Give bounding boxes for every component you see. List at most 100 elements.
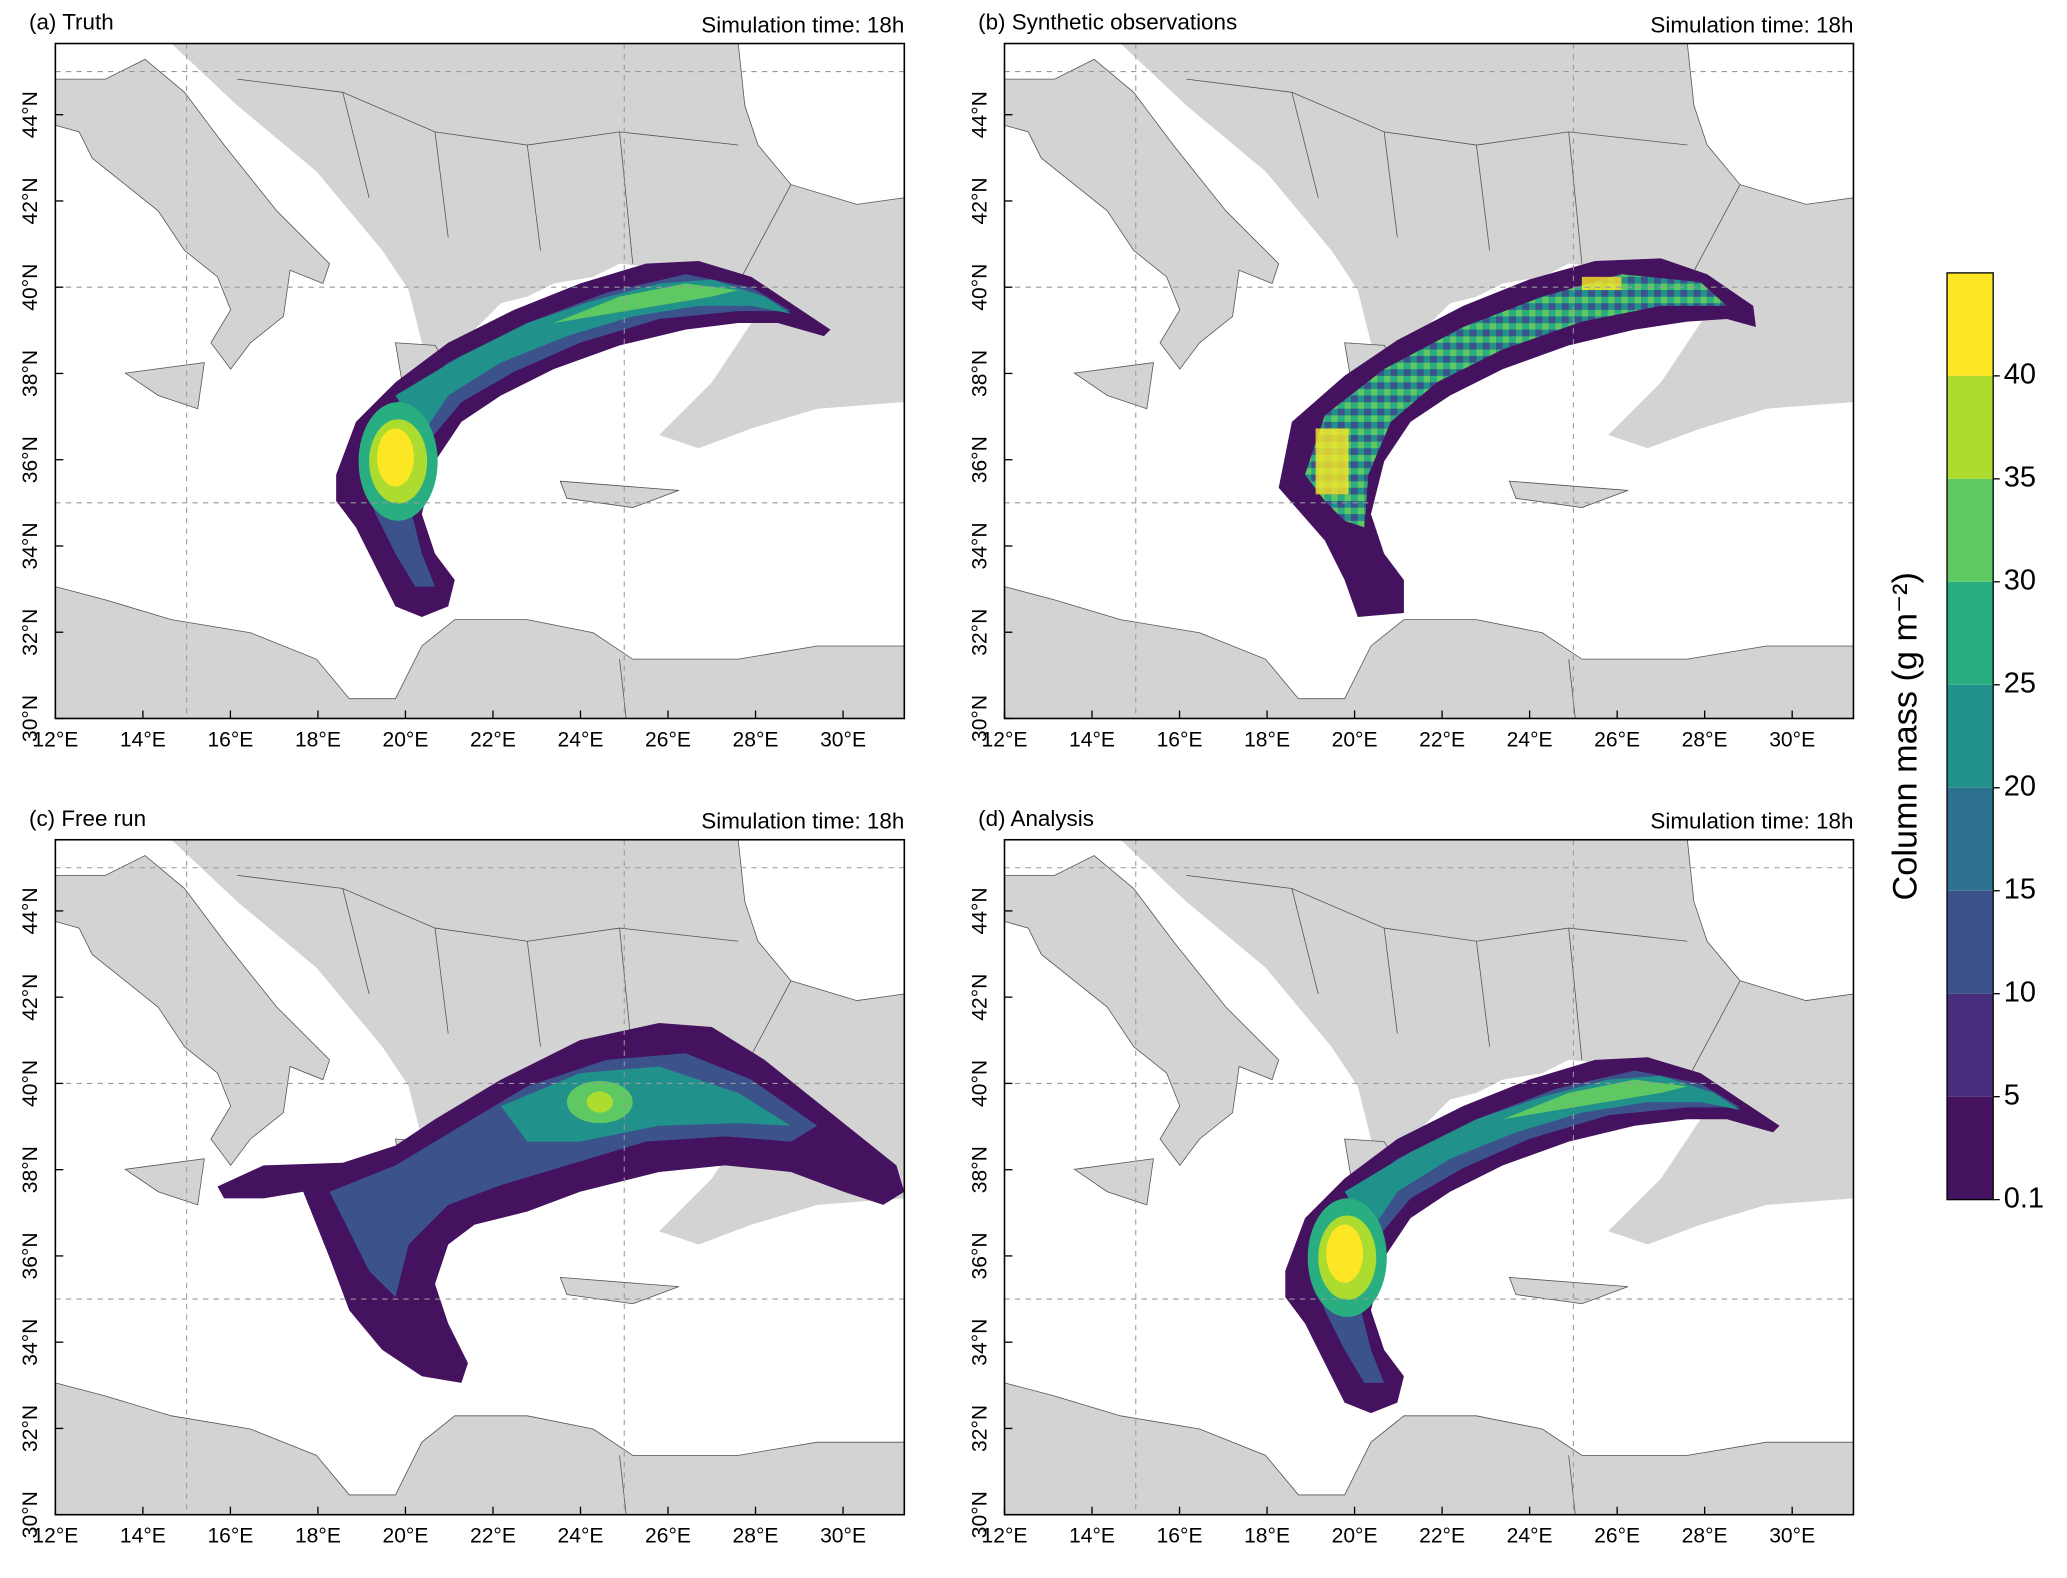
colorbar: 0.1 5 10 15 20 25 30 35 40 Column mass (g m⁻²): [1887, 272, 2044, 1214]
y-tick-label: 30°N: [19, 1491, 42, 1538]
x-tick-label: 20°E: [382, 728, 428, 751]
x-tick-label: 26°E: [645, 728, 691, 751]
colorbar-band: [1947, 787, 1994, 891]
y-tick-label: 36°N: [968, 1232, 991, 1279]
map-panel: 12°E 14°E 16°E 18°E 20°E 22°E 24°E 26°E 28°E 30°E…: [19, 806, 906, 1548]
x-tick-label: 24°E: [558, 728, 604, 751]
x-tick-label: 12°E: [32, 728, 78, 751]
y-tick-label: 42°N: [19, 974, 42, 1021]
colorbar-band: [1947, 1096, 1994, 1200]
y-tick-label: 38°N: [968, 350, 991, 397]
panel-title: (d) Analysis: [978, 806, 1094, 831]
colorbar-tick-label: 0.1: [2004, 1182, 2044, 1214]
x-tick-label: 16°E: [207, 1525, 253, 1548]
x-tick-label: 22°E: [470, 1525, 516, 1548]
x-tick-label: 16°E: [207, 728, 253, 751]
x-tick-label: 16°E: [1157, 728, 1203, 751]
colorbar-tick-label: 25: [2004, 667, 2036, 699]
colorbar-tick-label: 10: [2004, 976, 2036, 1008]
y-tick-label: 32°N: [968, 1405, 991, 1452]
simulation-time: Simulation time: 18h: [1650, 12, 1853, 37]
y-tick-label: 42°N: [968, 177, 991, 224]
y-tick-label: 38°N: [968, 1146, 991, 1193]
map-panel: 12°E 14°E 16°E 18°E 20°E 22°E 24°E 26°E 28°E 30°E…: [968, 806, 1855, 1548]
map-frame: [1003, 42, 1855, 720]
y-tick-label: 42°N: [968, 974, 991, 1021]
colorbar-band: [1947, 478, 1994, 582]
colorbar-tick-label: 20: [2004, 770, 2036, 802]
x-tick-label: 24°E: [1507, 728, 1553, 751]
y-tick-label: 36°N: [19, 1232, 42, 1279]
simulation-time: Simulation time: 18h: [1650, 809, 1853, 834]
y-tick-label: 40°N: [968, 264, 991, 311]
colorbar-tick-label: 35: [2004, 462, 2036, 494]
colorbar-band: [1947, 375, 1994, 479]
x-tick-label: 30°E: [1769, 1525, 1815, 1548]
colorbar-tick-label: 5: [2004, 1079, 2020, 1111]
x-tick-label: 30°E: [820, 728, 866, 751]
map-panel: 12°E 14°E 16°E 18°E 20°E 22°E 24°E 26°E 28°E 30°E…: [19, 10, 906, 751]
colorbar-band: [1947, 890, 1994, 994]
y-tick-label: 44°N: [968, 887, 991, 934]
x-tick-label: 14°E: [120, 1525, 166, 1548]
y-tick-label: 30°N: [968, 695, 991, 742]
y-tick-label: 32°N: [968, 609, 991, 656]
x-tick-label: 30°E: [820, 1525, 866, 1548]
colorbar-label: Column mass (g m⁻²): [1887, 572, 1925, 900]
x-tick-label: 18°E: [295, 1525, 341, 1548]
x-tick-label: 28°E: [1682, 728, 1728, 751]
x-tick-label: 14°E: [1069, 1525, 1115, 1548]
x-tick-label: 18°E: [295, 728, 341, 751]
x-tick-label: 12°E: [32, 1525, 78, 1548]
x-tick-label: 22°E: [1419, 1525, 1465, 1548]
x-tick-label: 22°E: [470, 728, 516, 751]
x-tick-label: 26°E: [1594, 728, 1640, 751]
colorbar-band: [1947, 272, 1994, 376]
x-tick-label: 18°E: [1244, 728, 1290, 751]
y-tick-label: 34°N: [968, 1319, 991, 1366]
y-tick-label: 36°N: [19, 436, 42, 483]
y-tick-label: 36°N: [968, 436, 991, 483]
y-tick-label: 44°N: [19, 91, 42, 138]
x-tick-label: 24°E: [1507, 1525, 1553, 1548]
map-frame: [54, 838, 906, 1516]
y-tick-label: 32°N: [19, 1405, 42, 1452]
x-tick-label: 28°E: [733, 728, 779, 751]
colorbar-tick-label: 15: [2004, 873, 2036, 905]
y-tick-label: 34°N: [968, 522, 991, 569]
x-tick-label: 20°E: [1332, 1525, 1378, 1548]
y-tick-label: 34°N: [19, 522, 42, 569]
x-tick-label: 28°E: [733, 1525, 779, 1548]
y-tick-label: 42°N: [19, 177, 42, 224]
x-tick-label: 18°E: [1244, 1525, 1290, 1548]
simulation-time: Simulation time: 18h: [701, 809, 904, 834]
map-frame: [54, 42, 906, 720]
colorbar-band: [1947, 993, 1994, 1097]
y-tick-label: 38°N: [19, 350, 42, 397]
panel-title: (b) Synthetic observations: [978, 10, 1237, 35]
colorbar-band: [1947, 684, 1994, 788]
y-tick-label: 44°N: [19, 887, 42, 934]
colorbar-frame: [1946, 272, 1994, 1201]
colorbar-tick-label: 40: [2004, 359, 2036, 391]
x-tick-label: 28°E: [1682, 1525, 1728, 1548]
x-tick-label: 22°E: [1419, 728, 1465, 751]
x-tick-label: 14°E: [1069, 728, 1115, 751]
x-tick-label: 14°E: [120, 728, 166, 751]
y-tick-label: 40°N: [19, 1060, 42, 1107]
x-tick-label: 16°E: [1157, 1525, 1203, 1548]
y-tick-label: 44°N: [968, 91, 991, 138]
colorbar-band: [1947, 581, 1994, 685]
y-tick-label: 30°N: [19, 695, 42, 742]
y-tick-label: 32°N: [19, 609, 42, 656]
simulation-time: Simulation time: 18h: [701, 12, 904, 37]
x-tick-label: 26°E: [645, 1525, 691, 1548]
colorbar-tick-label: 30: [2004, 564, 2036, 596]
y-tick-label: 30°N: [968, 1491, 991, 1538]
x-tick-label: 26°E: [1594, 1525, 1640, 1548]
y-tick-label: 38°N: [19, 1146, 42, 1193]
x-tick-label: 20°E: [1332, 728, 1378, 751]
y-tick-label: 34°N: [19, 1319, 42, 1366]
map-panel: 12°E 14°E 16°E 18°E 20°E 22°E 24°E 26°E 28°E 30°E…: [968, 10, 1855, 751]
